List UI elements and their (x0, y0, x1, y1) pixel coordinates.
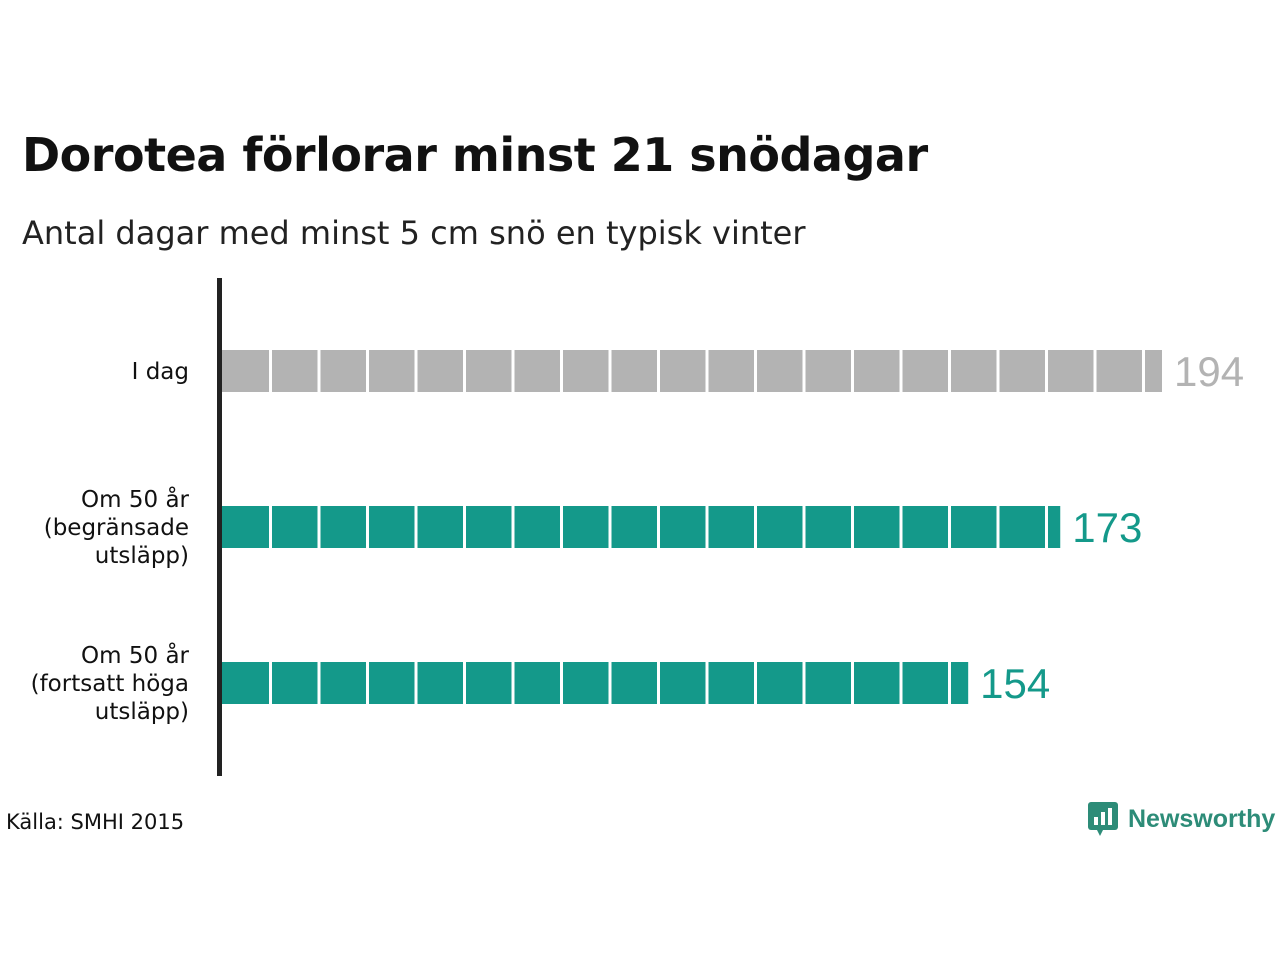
bar-segment-divider (463, 349, 466, 393)
bar-segment-divider (463, 661, 466, 705)
bar-segment-divider (414, 661, 418, 705)
chart-title: Dorotea förlorar minst 21 snödagar (22, 128, 928, 182)
bar-segment-divider (948, 349, 951, 393)
category-label: Om 50 år (81, 485, 189, 513)
category-label: I dag (132, 359, 189, 385)
axis-line (217, 278, 222, 776)
category-label: (fortsatt höga (31, 671, 189, 697)
bar-segment-divider (1045, 505, 1048, 549)
bar (222, 350, 1162, 392)
category-label: Om 50 år (81, 641, 189, 669)
data-label: 154 (980, 660, 1050, 707)
bar-segment-divider (1093, 349, 1097, 393)
bar-segment-divider (269, 661, 272, 705)
bar-segment-divider (414, 349, 418, 393)
bar-segment-divider (754, 661, 757, 705)
brand-name: Newsworthy (1128, 804, 1276, 833)
bar (222, 662, 969, 704)
bar-segment-divider (560, 661, 563, 705)
bar-segment-divider (269, 349, 272, 393)
bar-segment-divider (802, 661, 806, 705)
bar-row: 194 I dag (132, 348, 1244, 395)
bar-segment-divider (463, 505, 466, 549)
bar-segment-divider (366, 349, 369, 393)
bar-segment-divider (608, 661, 612, 705)
bar-segment-divider (851, 505, 854, 549)
bar-segment-divider (317, 661, 321, 705)
bar-segment-divider (705, 505, 709, 549)
bar-segment-divider (754, 349, 757, 393)
bar-segment-divider (899, 661, 903, 705)
bar-segment-divider (414, 505, 418, 549)
bar (222, 506, 1061, 548)
bar-segment-divider (948, 505, 951, 549)
bar-segment-divider (705, 349, 709, 393)
data-label: 173 (1072, 504, 1142, 551)
bar-segment-divider (657, 661, 660, 705)
bar-segment-divider (608, 505, 612, 549)
newsworthy-logo-icon (1088, 802, 1118, 836)
bar-segment-divider (657, 505, 660, 549)
bar-segment-divider (851, 661, 854, 705)
data-label: 194 (1174, 348, 1244, 395)
bar-segment-divider (317, 349, 321, 393)
bar-segment-divider (754, 505, 757, 549)
bar-segment-divider (560, 349, 563, 393)
category-label: utsläpp) (95, 543, 189, 569)
bar-segment-divider (366, 661, 369, 705)
bar-segment-divider (899, 349, 903, 393)
bar-segment-divider (851, 349, 854, 393)
bar-segment-divider (608, 349, 612, 393)
bar-segment-divider (705, 661, 709, 705)
bar-segment-divider (366, 505, 369, 549)
bar-segment-divider (317, 505, 321, 549)
bar-segment-divider (1045, 349, 1048, 393)
bar-segment-divider (511, 661, 515, 705)
chart-subtitle: Antal dagar med minst 5 cm snö en typisk… (22, 214, 806, 252)
bar-segment-divider (802, 505, 806, 549)
bar-segment-divider (511, 505, 515, 549)
bar-segment-divider (948, 661, 951, 705)
bar-segment-divider (899, 505, 903, 549)
category-label: (begränsade (44, 515, 189, 541)
source-note: Källa: SMHI 2015 (6, 810, 185, 834)
bar-segment-divider (560, 505, 563, 549)
newsworthy-brand: Newsworthy (1088, 802, 1275, 836)
bar-segment-divider (802, 349, 806, 393)
bar-segment-divider (1142, 349, 1145, 393)
bar-segment-divider (511, 349, 515, 393)
bar-segment-divider (996, 505, 1000, 549)
bar-segment-divider (657, 349, 660, 393)
category-label: utsläpp) (95, 699, 189, 725)
bar-segment-divider (269, 505, 272, 549)
bar-segment-divider (996, 349, 1000, 393)
